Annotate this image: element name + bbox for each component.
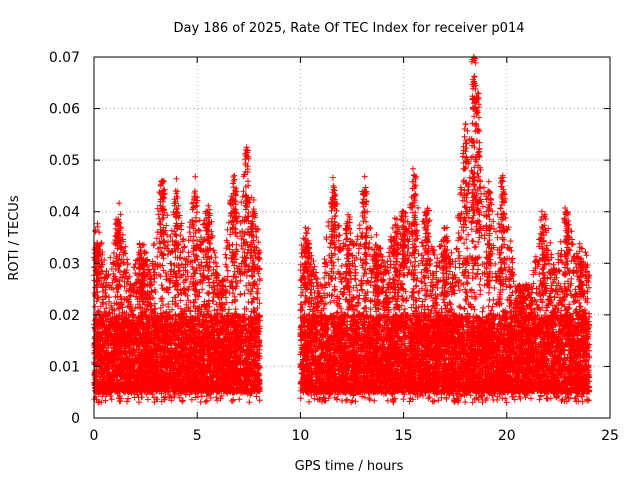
x-tick-label: 15 [395,428,413,444]
chart-title: Day 186 of 2025, Rate Of TEC Index for r… [174,21,525,36]
y-tick-label: 0.04 [49,205,80,221]
x-tick-label: 0 [90,428,99,444]
y-tick-label: 0.02 [49,308,80,324]
y-tick-label: 0.06 [49,102,80,118]
roti-chart: Day 186 of 2025, Rate Of TEC Index for r… [0,0,640,480]
x-axis-label: GPS time / hours [295,459,404,474]
x-tick-labels: 0 5 10 15 20 25 [90,428,619,444]
y-tick-label: 0.05 [49,153,80,169]
y-tick-label: 0.07 [49,50,80,66]
data-points [91,54,592,406]
x-tick-label: 25 [601,428,619,444]
y-tick-labels: 0 0.01 0.02 0.03 0.04 0.05 0.06 0.07 [49,50,80,427]
x-tick-label: 5 [193,428,202,444]
x-tick-label: 10 [291,428,309,444]
y-tick-label: 0 [71,411,80,427]
y-tick-label: 0.03 [49,256,80,272]
x-tick-label: 20 [498,428,516,444]
y-axis-label: ROTI / TECUs [7,195,22,280]
y-tick-label: 0.01 [49,359,80,375]
roti-markers [91,54,592,406]
